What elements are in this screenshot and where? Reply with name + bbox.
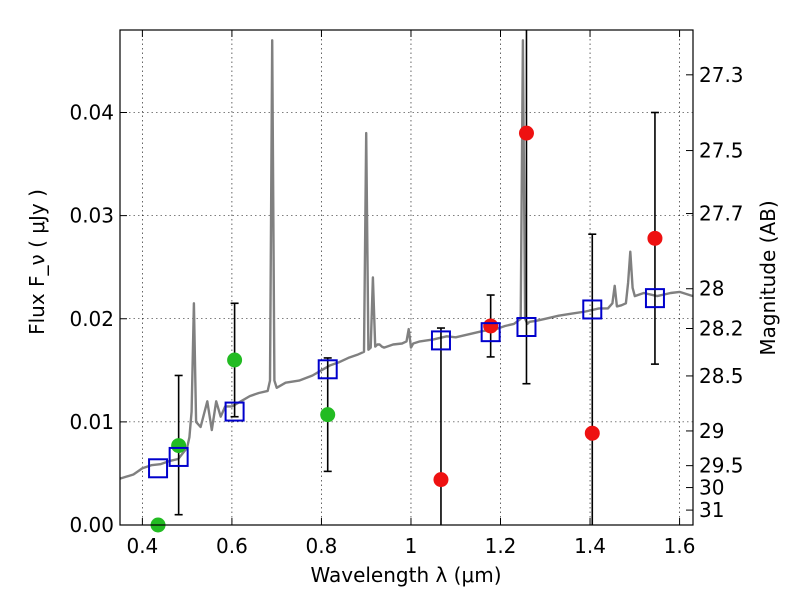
green-data-point xyxy=(171,438,187,454)
x-tick-label: 1 xyxy=(405,534,418,558)
right-tick-label: 28.5 xyxy=(699,364,744,388)
red-data-point xyxy=(483,318,499,334)
model-photometry-square xyxy=(224,401,245,422)
model-photometry-square xyxy=(644,288,665,309)
y-tick-label: 0.04 xyxy=(69,101,114,125)
right-tick-label: 28.2 xyxy=(699,316,744,340)
x-tick-label: 1.6 xyxy=(664,534,696,558)
green-data-point xyxy=(227,352,243,368)
red-data-point xyxy=(518,125,534,141)
model-photometry-square xyxy=(317,359,338,380)
right-tick-label: 31 xyxy=(699,498,724,522)
red-data-point xyxy=(584,425,600,441)
x-tick-label: 0.8 xyxy=(306,534,338,558)
y-tick-label: 0.00 xyxy=(69,513,114,537)
x-axis-label: Wavelength λ (μm) xyxy=(310,563,501,587)
y-tick-label: 0.03 xyxy=(69,204,114,228)
right-tick-label: 27.5 xyxy=(699,139,744,163)
right-tick-label: 27.7 xyxy=(699,202,744,226)
grid-lines xyxy=(120,30,693,526)
model-photometry-square xyxy=(582,299,603,320)
plot-frame xyxy=(119,29,694,526)
x-tick-label: 0.6 xyxy=(216,534,248,558)
y-axis-label: Flux F_ν ( μJy ) xyxy=(25,189,49,335)
model-spectrum-line xyxy=(119,39,694,480)
y-tick-label: 0.01 xyxy=(69,410,114,434)
x-tick-label: 0.4 xyxy=(126,534,158,558)
spectrum-layer xyxy=(119,39,694,480)
y-tick-label: 0.02 xyxy=(69,307,114,331)
error-bars xyxy=(174,30,659,525)
right-tick-label: 30 xyxy=(699,476,724,500)
right-tick-label: 27.3 xyxy=(699,63,744,87)
y-axis-label-right: Magnitude (AB) xyxy=(756,200,780,355)
x-tick-label: 1.4 xyxy=(574,534,606,558)
model-photometry-square xyxy=(148,458,169,479)
green-data-point xyxy=(320,407,336,423)
right-tick-label: 29 xyxy=(699,419,724,443)
model-photometry-square xyxy=(168,446,189,467)
data-points xyxy=(148,125,665,533)
red-data-point xyxy=(647,230,663,246)
right-tick-label: 29.5 xyxy=(699,454,744,478)
axis-ticks: 0.4 0.6 0.8 1 1.2 1.4 1.6 0.00 0.01 0.02 0.03 0.04 2… xyxy=(69,30,744,558)
model-photometry-square xyxy=(430,330,451,351)
model-photometry-square xyxy=(516,317,537,337)
model-photometry-square xyxy=(480,322,501,343)
x-tick-label: 1.2 xyxy=(485,534,517,558)
right-tick-label: 28 xyxy=(699,277,724,301)
red-data-point xyxy=(433,472,449,488)
